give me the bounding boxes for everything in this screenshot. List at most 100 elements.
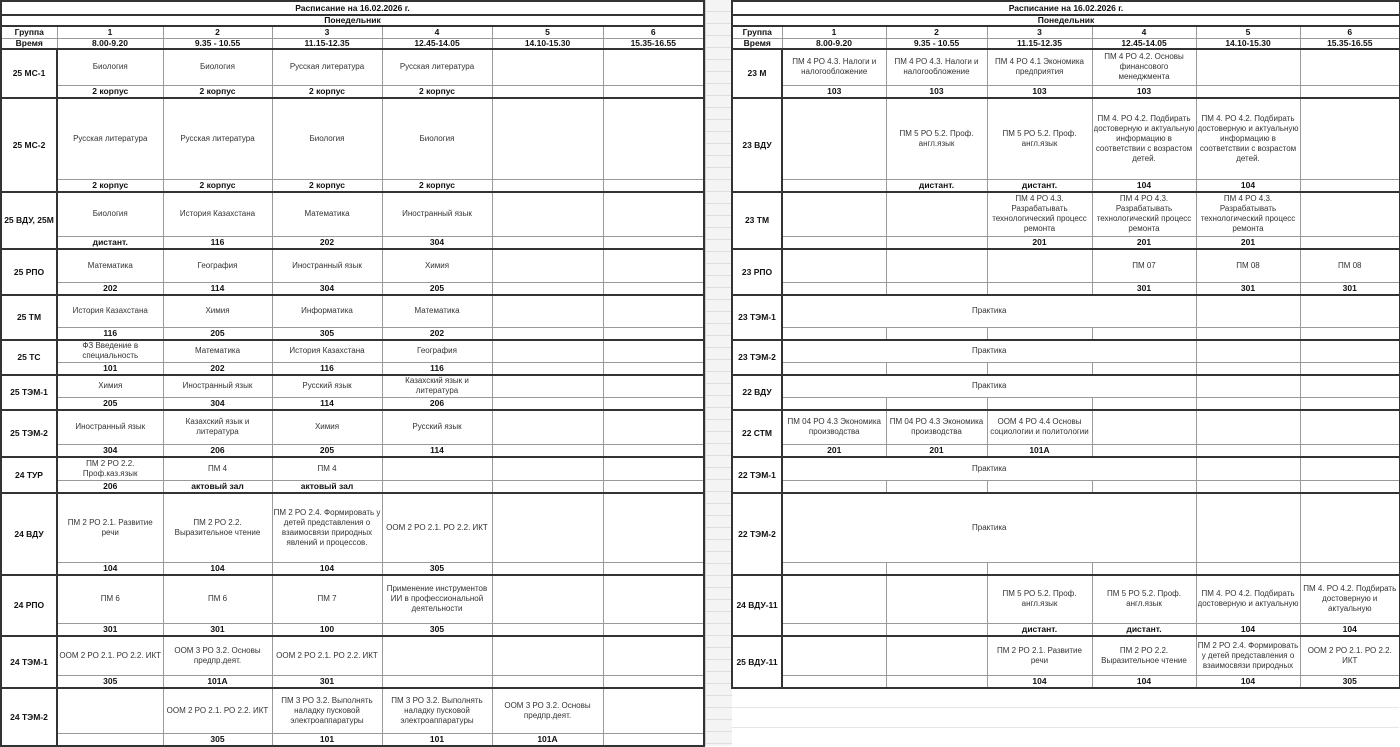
room-cell[interactable] [1091,480,1197,493]
room-cell[interactable] [781,397,887,410]
group-name[interactable]: 23 РПО [731,247,783,295]
room-cell[interactable]: актовый зал [162,480,273,493]
subject-cell[interactable]: Русская литература [381,47,493,86]
room-cell[interactable] [491,327,604,340]
period-time[interactable]: 15.35-16.55 [602,37,705,49]
subject-cell[interactable]: Русская литература [162,96,273,180]
room-cell[interactable] [491,480,604,493]
room-cell[interactable]: 301 [1091,282,1197,295]
room-cell[interactable] [602,733,705,746]
subject-cell[interactable] [986,247,1093,283]
subject-cell[interactable] [491,491,604,563]
subject-cell[interactable] [381,634,493,676]
room-cell[interactable]: дистант. [1091,623,1197,636]
room-cell[interactable] [1299,362,1400,375]
subject-cell[interactable]: ПМ 7 [271,573,383,624]
room-cell[interactable] [602,362,705,375]
room-cell[interactable] [885,562,988,575]
room-cell[interactable] [602,179,705,192]
subject-cell[interactable]: Математика [381,293,493,328]
subject-cell[interactable]: ПМ 4 РО 4.3. Разрабатывать технологическ… [1091,190,1197,237]
room-cell[interactable]: 202 [162,362,273,375]
group-name[interactable]: 25 ВДУ, 25М [0,190,58,249]
subject-cell[interactable] [602,491,705,563]
room-cell[interactable] [885,480,988,493]
room-cell[interactable]: 201 [1195,236,1301,249]
subject-cell[interactable]: Химия [162,293,273,328]
subject-cell[interactable]: ПМ 08 [1299,247,1400,283]
room-cell[interactable] [986,282,1093,295]
room-cell[interactable]: 116 [56,327,164,340]
group-name[interactable]: 24 ВДУ [0,491,58,575]
room-cell[interactable] [885,675,988,688]
group-name[interactable]: 22 ТЭМ-2 [731,491,783,575]
room-cell[interactable]: дистант. [986,179,1093,192]
subject-cell[interactable]: Биология [381,96,493,180]
room-cell[interactable] [1195,362,1301,375]
room-cell[interactable] [1195,480,1301,493]
room-cell[interactable]: 2 корпус [162,85,273,98]
room-cell[interactable] [1299,179,1400,192]
room-cell[interactable]: 304 [271,282,383,295]
subject-cell[interactable]: География [381,338,493,363]
period-number[interactable]: 3 [986,25,1093,39]
room-cell[interactable]: 206 [381,397,493,410]
room-cell[interactable]: 304 [56,444,164,457]
room-cell[interactable] [1299,562,1400,575]
subject-cell[interactable]: ООМ 2 РО 2.1. РО 2.2. ИКТ [1299,634,1400,676]
period-number[interactable]: 1 [56,25,164,39]
room-cell[interactable]: дистант. [986,623,1093,636]
room-cell[interactable] [491,444,604,457]
subject-cell[interactable]: ПМ 4 РО 4.2. Основы финансового менеджме… [1091,47,1197,86]
group-name[interactable]: 25 ВДУ-11 [731,634,783,688]
room-cell[interactable]: 101А [162,675,273,688]
room-cell[interactable] [781,362,887,375]
room-cell[interactable]: 100 [271,623,383,636]
subject-cell[interactable]: Информатика [271,293,383,328]
group-name[interactable]: 22 СТМ [731,408,783,457]
subject-cell[interactable] [602,47,705,86]
room-cell[interactable]: 104 [1299,623,1400,636]
group-header[interactable]: Группа [0,25,58,39]
subject-cell[interactable]: Русская литература [271,47,383,86]
room-cell[interactable]: 104 [1091,179,1197,192]
room-cell[interactable]: 116 [381,362,493,375]
room-cell[interactable] [1195,444,1301,457]
subject-cell[interactable] [1195,491,1301,563]
room-cell[interactable] [781,562,887,575]
subject-cell[interactable]: ПМ 2 РО 2.4. Формировать у детей предста… [271,491,383,563]
subject-cell[interactable]: ПМ 4. РО 4.2. Подбирать достоверную и ак… [1195,573,1301,624]
period-time[interactable]: 12.45-14.05 [381,37,493,49]
room-cell[interactable]: 2 корпус [56,179,164,192]
subject-cell[interactable] [56,686,164,734]
subject-cell[interactable]: ООМ 2 РО 2.1. РО 2.2. ИКТ [381,491,493,563]
period-time[interactable]: 11.15-12.35 [271,37,383,49]
room-cell[interactable]: дистант. [56,236,164,249]
room-cell[interactable]: 2 корпус [162,179,273,192]
subject-cell[interactable]: ПМ 6 [162,573,273,624]
room-cell[interactable]: 301 [1195,282,1301,295]
subject-cell[interactable]: ПМ 4. РО 4.2. Подбирать достоверную и ак… [1299,573,1400,624]
period-time[interactable]: 11.15-12.35 [986,37,1093,49]
subject-cell[interactable] [602,96,705,180]
group-name[interactable]: 25 РПО [0,247,58,295]
subject-cell[interactable] [602,455,705,481]
group-name[interactable]: 24 ТУР [0,455,58,493]
subject-cell[interactable]: ПМ 2 РО 2.2. Выразительное чтение [1091,634,1197,676]
time-header[interactable]: Время [0,37,58,49]
room-cell[interactable] [602,444,705,457]
subject-cell[interactable]: География [162,247,273,283]
room-cell[interactable] [491,397,604,410]
room-cell[interactable] [491,282,604,295]
subject-cell[interactable] [602,573,705,624]
room-cell[interactable]: 201 [885,444,988,457]
room-cell[interactable]: 103 [885,85,988,98]
room-cell[interactable]: 202 [271,236,383,249]
subject-cell[interactable]: ПМ 5 РО 5.2. Проф. англ.язык [986,96,1093,180]
period-time[interactable]: 9.35 - 10.55 [162,37,273,49]
room-cell[interactable] [781,179,887,192]
room-cell[interactable]: 116 [162,236,273,249]
room-cell[interactable] [1091,362,1197,375]
room-cell[interactable] [602,397,705,410]
room-cell[interactable]: 206 [162,444,273,457]
